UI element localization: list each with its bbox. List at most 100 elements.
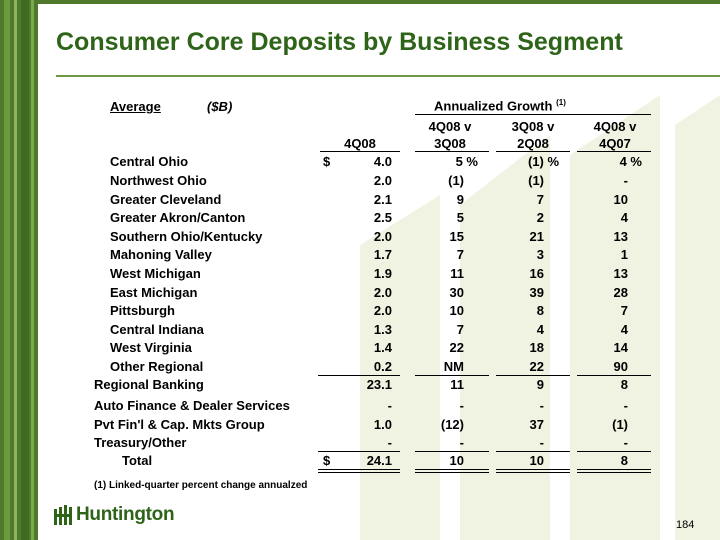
row-label: Central Indiana — [110, 322, 204, 337]
value-4q08: - — [387, 398, 392, 413]
col3-header-line2: 2Q08 — [517, 136, 549, 151]
growth-4q08-v-3q08: 5 % — [455, 154, 478, 169]
row-label: Pvt Fin'l & Cap. Mkts Group — [94, 417, 265, 432]
top-border — [38, 0, 720, 4]
col3-header-rule — [496, 151, 570, 152]
average-label: Average — [110, 99, 161, 114]
growth-4q08-v-4q07: 13 — [613, 266, 628, 281]
double-rule-col3-b — [496, 472, 570, 473]
value-4q08: 2.0 — [373, 303, 392, 318]
growth-4q08-v-3q08: 11 — [450, 266, 464, 281]
value-4q08: 2.5 — [373, 210, 392, 225]
growth-4q08-v-3q08: 30 — [449, 285, 464, 300]
double-rule-col2-b — [415, 472, 489, 473]
row-label: Northwest Ohio — [110, 173, 207, 188]
growth-4q08-v-4q07: 8 — [620, 453, 628, 468]
growth-4q08-v-4q07: (1) — [612, 417, 628, 432]
growth-4q08-v-3q08: (12) — [440, 417, 464, 432]
growth-4q08-v-3q08: NM — [443, 359, 464, 374]
growth-3q08-v-2q08: 39 — [529, 285, 544, 300]
growth-4q08-v-3q08: 10 — [449, 453, 464, 468]
value-4q08: - — [387, 435, 392, 450]
growth-4q08-v-4q07: 10 — [613, 192, 628, 207]
row-label: Total — [122, 453, 153, 468]
row-label: Mahoning Valley — [110, 247, 212, 262]
growth-4q08-v-4q07: 7 — [620, 303, 628, 318]
row-label: Pittsburgh — [110, 303, 175, 318]
col1-header: 4Q08 — [344, 136, 376, 151]
title-divider — [56, 75, 720, 77]
value-4q08: 1.3 — [373, 322, 392, 337]
value-4q08: 0.2 — [373, 359, 392, 374]
growth-header-rule — [415, 114, 651, 115]
units-label: ($B) — [207, 99, 233, 114]
total-rule-col2 — [415, 451, 489, 452]
row-label: Other Regional — [110, 359, 204, 374]
growth-3q08-v-2q08: (1) % — [527, 154, 559, 169]
growth-4q08-v-4q07: 14 — [613, 340, 628, 355]
dollar-sign: $ — [323, 154, 331, 169]
growth-4q08-v-4q07: 8 — [620, 377, 628, 392]
growth-3q08-v-2q08: (1) — [528, 173, 544, 188]
value-4q08: 2.1 — [373, 192, 392, 207]
growth-4q08-v-3q08: 7 — [456, 322, 464, 337]
total-rule-col1 — [318, 451, 400, 452]
subtotal-rule-col2 — [415, 375, 489, 376]
col1-header-rule — [320, 151, 400, 152]
growth-4q08-v-4q07: - — [623, 398, 628, 413]
growth-3q08-v-2q08: 16 — [529, 266, 544, 281]
double-rule-col1-a — [318, 469, 400, 470]
total-rule-col3 — [496, 451, 570, 452]
growth-4q08-v-3q08: (1) — [448, 173, 464, 188]
growth-4q08-v-4q07: 1 — [620, 247, 628, 262]
logo-text: Huntington — [76, 504, 175, 525]
value-4q08: 2.0 — [373, 229, 392, 244]
growth-4q08-v-3q08: 22 — [449, 340, 464, 355]
growth-3q08-v-2q08: 8 — [536, 303, 544, 318]
double-rule-col1-b — [318, 472, 400, 473]
col3-header-line1: 3Q08 v — [511, 119, 555, 134]
growth-4q08-v-3q08: 9 — [456, 192, 464, 207]
growth-4q08-v-3q08: 11 — [450, 377, 464, 392]
value-4q08: 1.4 — [373, 340, 392, 355]
footnote: (1) Linked-quarter percent change annual… — [94, 480, 308, 491]
growth-4q08-v-4q07: - — [623, 435, 628, 450]
growth-4q08-v-3q08: - — [459, 398, 464, 413]
row-label: West Michigan — [110, 266, 201, 281]
growth-4q08-v-3q08: 5 — [456, 210, 464, 225]
growth-4q08-v-4q07: 28 — [613, 285, 628, 300]
value-4q08: 1.7 — [373, 247, 392, 262]
growth-4q08-v-3q08: 7 — [456, 247, 464, 262]
row-label: Auto Finance & Dealer Services — [94, 398, 290, 413]
row-label: Southern Ohio/Kentucky — [110, 229, 263, 244]
col4-header-line1: 4Q08 v — [593, 119, 637, 134]
subtotal-rule-col3 — [496, 375, 570, 376]
value-4q08: 2.0 — [373, 173, 392, 188]
value-4q08: 2.0 — [373, 285, 392, 300]
total-rule-col4 — [577, 451, 651, 452]
growth-3q08-v-2q08: 2 — [536, 210, 544, 225]
growth-4q08-v-3q08: 15 — [449, 229, 464, 244]
growth-4q08-v-4q07: 4 — [620, 210, 628, 225]
growth-3q08-v-2q08: 3 — [536, 247, 544, 262]
growth-3q08-v-2q08: 21 — [529, 229, 544, 244]
growth-3q08-v-2q08: 18 — [529, 340, 544, 355]
growth-4q08-v-3q08: 10 — [449, 303, 464, 318]
row-label: East Michigan — [110, 285, 198, 300]
growth-4q08-v-4q07: 90 — [613, 359, 628, 374]
growth-4q08-v-3q08: - — [459, 435, 464, 450]
growth-3q08-v-2q08: - — [539, 398, 544, 413]
col4-header-line2: 4Q07 — [599, 136, 631, 151]
value-4q08: 1.9 — [373, 266, 392, 281]
growth-4q08-v-4q07: 4 % — [619, 154, 642, 169]
double-rule-col4-a — [577, 469, 651, 470]
huntington-logo: Huntington — [54, 504, 175, 526]
col2-header-line1: 4Q08 v — [428, 119, 472, 134]
growth-3q08-v-2q08: 9 — [536, 377, 544, 392]
huntington-logo-icon — [54, 505, 72, 525]
watermark-graphic — [360, 95, 720, 540]
decorative-sidebar — [0, 0, 38, 540]
row-label: Greater Cleveland — [110, 192, 222, 207]
growth-3q08-v-2q08: 22 — [529, 359, 544, 374]
growth-4q08-v-4q07: - — [623, 173, 628, 188]
